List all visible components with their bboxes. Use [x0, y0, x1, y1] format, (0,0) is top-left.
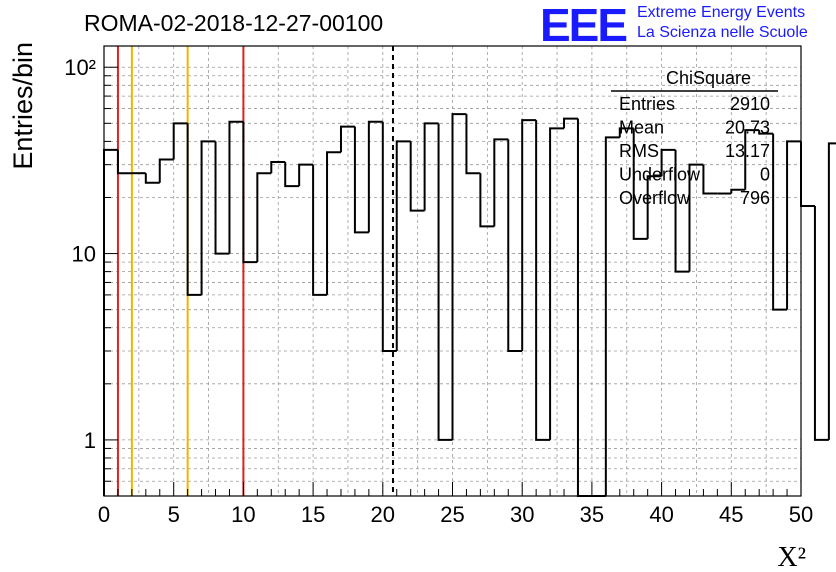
histogram-bin — [395, 140, 411, 352]
histogram-bars — [103, 113, 836, 497]
histogram-bin — [270, 161, 286, 174]
histogram-bin — [660, 148, 676, 177]
histogram-bin — [632, 128, 648, 240]
histogram-bin — [813, 206, 829, 441]
x-tick-label: 25 — [440, 502, 464, 527]
stats-row-label: RMS — [619, 141, 659, 161]
histogram-bin — [702, 164, 718, 195]
histogram-bin — [144, 173, 160, 184]
histogram-bin — [381, 121, 397, 353]
histogram-bin — [214, 141, 230, 255]
histogram-bin — [353, 126, 369, 234]
histogram-bin — [256, 172, 272, 263]
histogram-bin — [646, 175, 662, 239]
histogram-bin — [186, 123, 202, 296]
histogram-bin — [284, 162, 300, 188]
histogram-bin — [451, 113, 467, 440]
histogram-bin — [535, 120, 551, 441]
histogram-bin — [604, 136, 620, 496]
histogram-bin — [618, 127, 634, 138]
histogram-bin — [409, 141, 425, 212]
logo-line-2: La Scienza nelle Scuole — [637, 24, 808, 41]
histogram-bin — [298, 163, 314, 187]
histogram-bin — [423, 122, 439, 211]
stats-box: ChiSquare Entries 2910 Mean 20.73 RMS 13.17 Und… — [611, 68, 778, 208]
histogram-bin — [744, 129, 760, 190]
histogram-bin — [674, 149, 690, 273]
histogram-bin — [339, 125, 355, 153]
x-tick-label: 40 — [649, 502, 673, 527]
logo-line-1: Extreme Energy Events — [637, 4, 806, 21]
histogram-bin — [800, 141, 815, 208]
histogram-bin — [563, 117, 578, 129]
histogram-bin — [103, 148, 118, 496]
histogram-bin — [521, 119, 537, 352]
reference-lines — [116, 46, 394, 496]
stats-row-value: 0 — [760, 165, 770, 185]
histogram-bin — [228, 120, 244, 254]
stats-row-value: 2910 — [730, 94, 770, 114]
histogram-bin — [576, 118, 592, 497]
histogram-bin — [772, 133, 788, 311]
histogram-bin — [465, 114, 481, 175]
x-tick-label: 20 — [371, 502, 395, 527]
stats-row-label: Underflow — [619, 165, 701, 185]
x-tick-label: 5 — [168, 502, 180, 527]
chart-title: ROMA-02-2018-12-27-00100 — [84, 10, 384, 36]
histogram-bin — [172, 122, 188, 160]
x-axis-label: X² — [777, 542, 806, 572]
axis-labels: 0 5 10 15 20 25 30 35 40 45 50 1 10 10² X² Entries/bin — [8, 42, 813, 572]
y-tick-label: 1 — [84, 428, 96, 453]
x-tick-label: 30 — [510, 502, 534, 527]
histogram-bin — [116, 149, 132, 175]
histogram-bin — [367, 120, 383, 233]
x-tick-label: 45 — [719, 502, 743, 527]
histogram-bin — [479, 173, 495, 228]
y-axis-label: Entries/bin — [8, 42, 38, 170]
histogram-bin — [507, 139, 523, 353]
stats-row-label: Overflow — [619, 188, 691, 208]
histogram-bin — [730, 188, 746, 194]
histogram-bin — [437, 123, 453, 441]
y-tick-label: 10 — [72, 242, 96, 267]
stats-title: ChiSquare — [666, 68, 751, 88]
logo-mark: EEE — [540, 0, 628, 51]
histogram-bin — [827, 142, 836, 440]
x-tick-label: 10 — [231, 502, 255, 527]
stats-row-value: 20.73 — [725, 118, 770, 138]
y-tick-label: 10² — [64, 55, 96, 80]
stats-row-value: 796 — [740, 188, 770, 208]
x-tick-label: 15 — [301, 502, 325, 527]
stats-row-label: Entries — [619, 94, 675, 114]
axis-ticks — [103, 66, 802, 497]
x-tick-label: 50 — [789, 502, 813, 527]
histogram-bin — [326, 151, 341, 295]
stats-row-value: 13.17 — [725, 141, 770, 161]
histogram-bin — [786, 140, 801, 310]
histogram-bin — [200, 140, 216, 295]
histogram-bin — [242, 121, 258, 264]
histogram-bin — [158, 158, 174, 183]
histogram-bin — [312, 164, 328, 296]
histogram-bin — [493, 138, 509, 227]
histogram-bin — [688, 163, 704, 272]
histogram-bin — [549, 127, 565, 440]
x-tick-label: 0 — [98, 502, 110, 527]
x-tick-label: 35 — [580, 502, 604, 527]
histogram-bin — [758, 130, 774, 135]
stats-row-label: Mean — [619, 118, 664, 138]
